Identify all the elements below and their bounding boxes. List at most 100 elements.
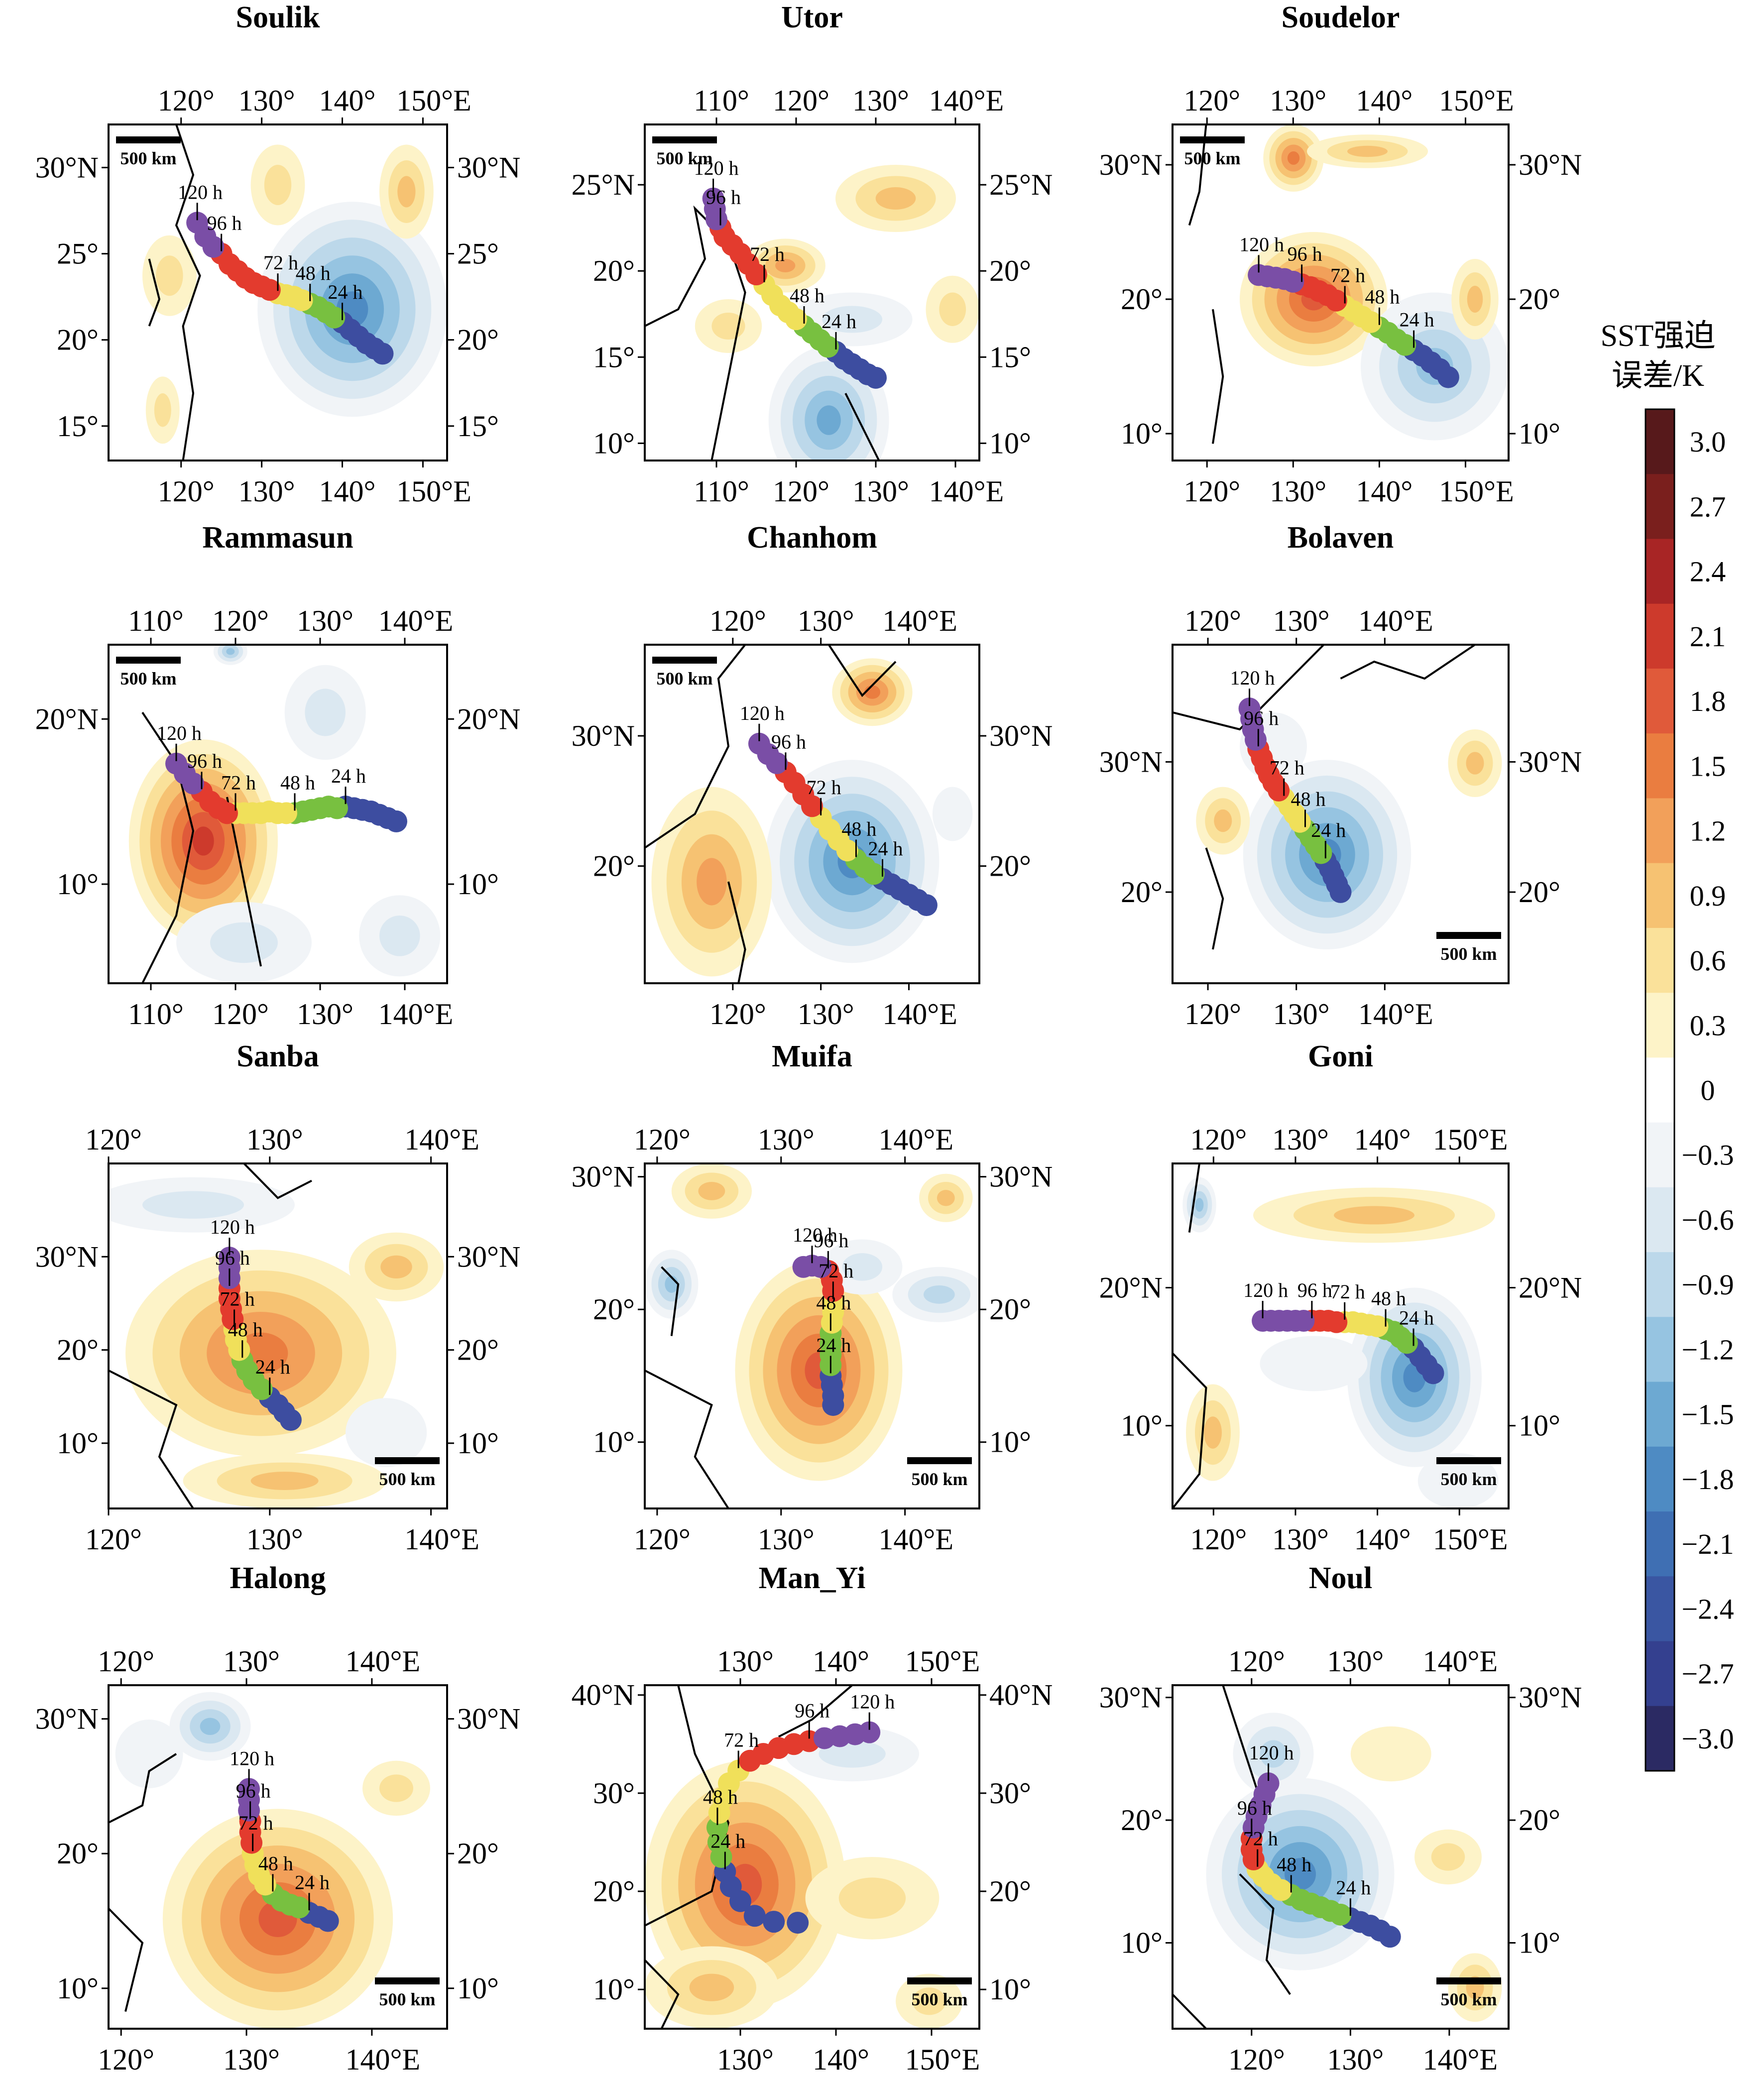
- x-tick-label: 140°E: [878, 1123, 953, 1156]
- track-time-label: 72 h: [807, 776, 841, 799]
- coastline: [645, 1370, 729, 1508]
- typhoon-track: [218, 1247, 302, 1431]
- coastline: [1239, 1873, 1291, 1995]
- scale-bar: [116, 136, 181, 143]
- track-point: [1248, 264, 1270, 286]
- coastline: [1173, 645, 1325, 731]
- typhoon-track: [1240, 1772, 1401, 1948]
- panels-group: Soulik 120° 130° 140° 150°E 120° 130° 140° 150°E…: [35, 0, 1582, 2076]
- panel-title: Noul: [1309, 1561, 1372, 1595]
- track-time-label: 96 h: [795, 1699, 829, 1722]
- track-time-label: 72 h: [819, 1260, 853, 1282]
- colorbar-label: −0.9: [1681, 1269, 1734, 1301]
- scale-bar-label: 500 km: [1184, 148, 1240, 168]
- x-tick-label: 120°: [773, 475, 829, 508]
- panel-halong: Halong 120° 130° 140°E 120° 130° 140°E 30°N 30°N…: [35, 1561, 521, 2076]
- colorbar-label: 1.2: [1690, 815, 1726, 847]
- colorbar-box: [1646, 1057, 1674, 1123]
- panel-muifa: Muifa 120° 130° 140°E 120° 130° 140°E 30°N 30°N 2…: [572, 1039, 1053, 1556]
- sst-contour: [1260, 1336, 1368, 1391]
- y-tick-label-left: 10°: [57, 868, 99, 901]
- scale-bar-label: 500 km: [656, 148, 712, 168]
- y-tick-label-right: 30°N: [989, 719, 1053, 752]
- y-tick-label-left: 30°N: [35, 1240, 99, 1273]
- track-point: [748, 732, 770, 755]
- coastline: [827, 645, 897, 697]
- y-tick-label-right: 15°: [457, 410, 499, 443]
- panel-soudelor: Soudelor 120° 130° 140° 150°E 120° 130° 140° 150…: [1099, 0, 1582, 508]
- colorbar-label: −2.7: [1681, 1658, 1734, 1690]
- track-time-label: 72 h: [750, 243, 785, 265]
- x-tick-label: 140°: [1354, 1123, 1411, 1156]
- x-tick-label: 150°E: [1433, 1523, 1508, 1556]
- x-tick-label: 140°: [813, 2043, 869, 2076]
- x-tick-label: 140°: [1354, 1523, 1411, 1556]
- scale-bar-label: 500 km: [1440, 1469, 1497, 1489]
- coastline: [243, 1163, 312, 1199]
- x-tick-label: 140°E: [1423, 2043, 1498, 2076]
- x-tick-label: 120°: [709, 998, 766, 1031]
- track-time-label: 96 h: [1237, 1797, 1272, 1819]
- colorbar-label: 0.3: [1690, 1009, 1726, 1041]
- track-time-label: 24 h: [822, 310, 856, 333]
- x-tick-label: 130°: [223, 2043, 280, 2076]
- y-tick-label-left: 30°N: [1099, 148, 1163, 181]
- panel-title: Muifa: [772, 1039, 852, 1073]
- track-point: [792, 1256, 815, 1278]
- track-time-label: 48 h: [841, 818, 876, 840]
- coastline: [109, 1908, 144, 2012]
- sst-contour: [1347, 145, 1388, 157]
- panel-frame: [644, 1162, 980, 1509]
- track-point: [787, 1912, 809, 1934]
- x-tick-label: 140°E: [1423, 1645, 1498, 1678]
- panel-frame: [1172, 1162, 1510, 1509]
- sst-contour: [842, 1253, 883, 1281]
- y-tick-label-left: 10°: [1121, 1927, 1163, 1960]
- sst-contour: [817, 405, 841, 435]
- x-tick-label: 120°: [1190, 1523, 1247, 1556]
- y-tick-label-left: 30°N: [35, 1703, 99, 1735]
- panel-title: Chanhom: [747, 521, 877, 555]
- x-tick-label: 150°E: [396, 84, 471, 117]
- typhoon-track: [186, 212, 394, 365]
- coastline: [226, 797, 262, 967]
- panel-frame: [1172, 1684, 1510, 2030]
- panel-frame: [644, 644, 980, 984]
- track-time-label: 96 h: [215, 1247, 250, 1269]
- x-tick-label: 120°: [85, 1523, 142, 1556]
- sst-contour: [379, 916, 420, 956]
- track-point: [1238, 697, 1261, 720]
- sst-contour: [1466, 752, 1484, 775]
- y-tick-label-left: 30°N: [1099, 1681, 1163, 1714]
- sst-contour: [1285, 1858, 1316, 1890]
- x-tick-label: 130°: [758, 1123, 815, 1156]
- sst-contour: [210, 922, 278, 963]
- panel-bolaven: Bolaven 120° 130° 140°E 120° 130° 140°E 30°N 30°…: [1099, 521, 1582, 1031]
- colorbar-box: [1646, 409, 1674, 474]
- y-tick-label-right: 30°N: [989, 1160, 1053, 1193]
- y-tick-label-right: 30°N: [457, 151, 520, 184]
- sst-contour: [1467, 286, 1483, 313]
- x-tick-label: 140°: [1356, 475, 1412, 508]
- x-tick-label: 130°: [798, 998, 854, 1031]
- sst-contour: [937, 1190, 955, 1206]
- colorbar-box: [1646, 474, 1674, 539]
- y-tick-label-left: 25°: [57, 237, 99, 270]
- track-time-label: 96 h: [814, 1229, 848, 1252]
- track-point: [1252, 1310, 1274, 1332]
- x-tick-label: 130°: [1327, 2043, 1384, 2076]
- colorbar-boxes: [1645, 408, 1675, 1772]
- scale-bar-label: 500 km: [1440, 944, 1497, 964]
- scale-bar: [907, 1977, 972, 1984]
- coastline: [109, 1370, 194, 1508]
- sst-field: [109, 1692, 430, 2029]
- y-tick-label-left: 15°: [57, 410, 99, 443]
- sst-contour: [1260, 1740, 1287, 1768]
- typhoon-track: [792, 1255, 844, 1416]
- colorbar-labels: 3.0 2.7 2.4 2.1 1.8 1.5 1.2 0.9 0.6 0.3 0 −0.3 −0.6 −…: [1681, 426, 1734, 1755]
- sst-field: [645, 1685, 963, 2029]
- y-tick-label-left: 20°: [593, 1293, 635, 1326]
- track-time-label: 48 h: [296, 262, 331, 284]
- panel-title: Sanba: [236, 1039, 319, 1073]
- x-tick-label: 110°: [128, 604, 184, 637]
